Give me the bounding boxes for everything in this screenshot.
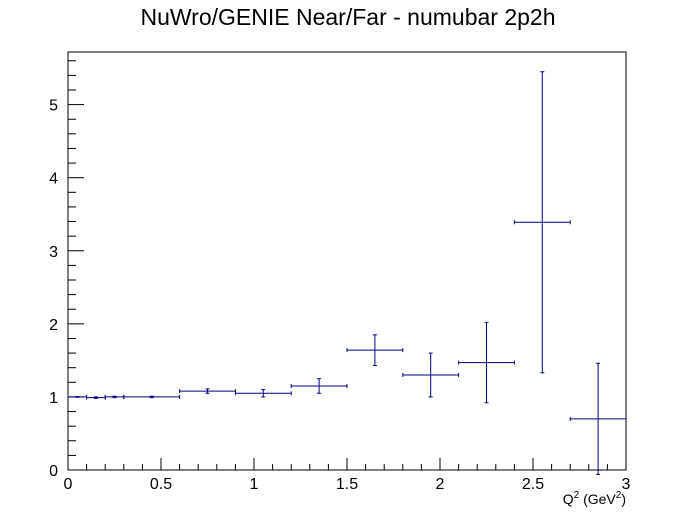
data-point	[346, 334, 404, 366]
y-tick-label: 5	[49, 98, 58, 115]
y-tick-label: 0	[49, 463, 58, 480]
data-points	[67, 71, 627, 475]
tick-labels: 0 0.5 1 1.5 2 2.5 3 0 1 2 3 4 5	[49, 98, 630, 493]
data-point	[290, 378, 348, 394]
x-tick-label: 2.5	[522, 476, 544, 493]
data-point	[569, 362, 627, 475]
data-point	[123, 394, 181, 399]
data-point	[402, 352, 460, 398]
x-axis-title-unit-open: (GeV	[579, 491, 616, 507]
y-tick-label: 4	[49, 171, 58, 188]
x-tick-label: 3	[622, 476, 631, 493]
chart-title: NuWro/GENIE Near/Far - numubar 2p2h	[140, 4, 556, 30]
x-axis-title-main: Q	[563, 491, 574, 507]
data-point	[86, 395, 106, 400]
x-axis-title: Q2 (GeV2)	[563, 490, 626, 507]
x-tick-label: 1	[250, 476, 259, 493]
y-tick-label: 2	[49, 317, 58, 334]
data-point	[179, 388, 236, 394]
x-tick-label: 0.5	[150, 476, 172, 493]
x-axis-title-sup: 2	[574, 490, 580, 501]
x-axis-title-unit-sup: 2	[616, 490, 622, 501]
data-point	[513, 71, 571, 374]
data-point	[458, 321, 515, 404]
x-tick-label: 2	[436, 476, 445, 493]
data-point	[67, 394, 88, 399]
y-tick-label: 1	[49, 390, 58, 407]
axis-ticks	[67, 60, 627, 471]
data-point	[104, 394, 125, 399]
x-tick-label: 1.5	[336, 476, 358, 493]
x-axis-title-unit-close: )	[621, 491, 626, 507]
x-tick-label: 0	[64, 476, 73, 493]
data-point	[234, 389, 292, 398]
y-tick-label: 3	[49, 244, 58, 261]
